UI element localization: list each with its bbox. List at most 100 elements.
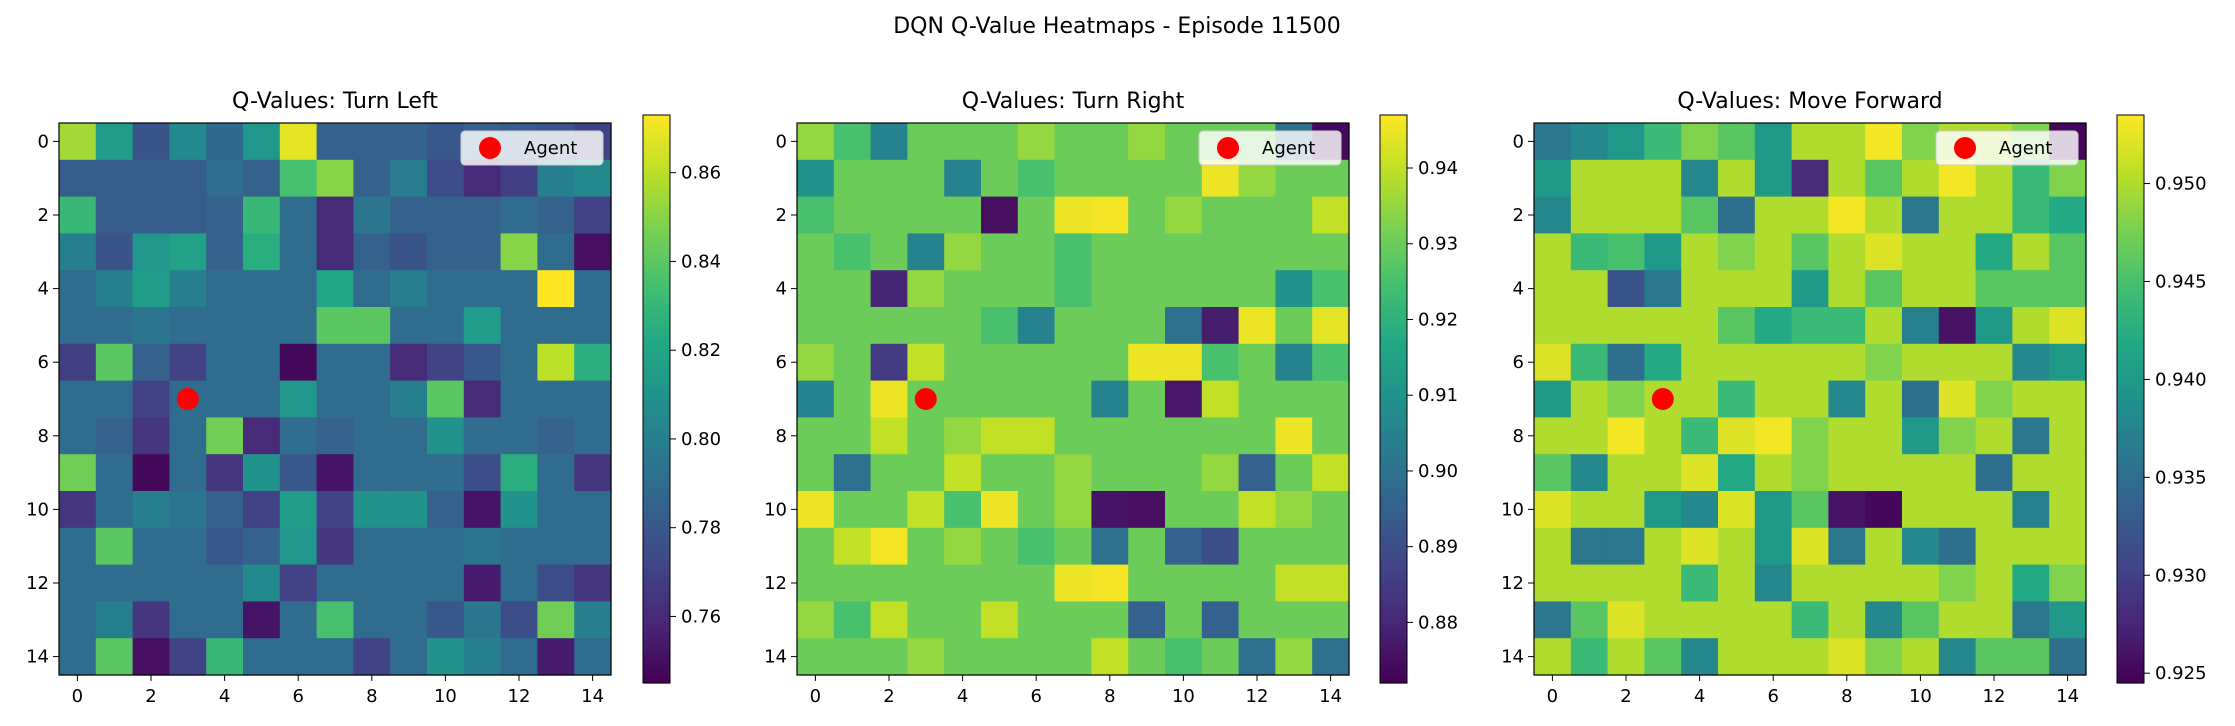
heatmap-cell-r2-c4 [1681, 196, 1719, 234]
colorbar-segment [643, 612, 670, 618]
heatmap-cell-r13-c14 [2049, 601, 2087, 639]
heatmap-cell-r14-c2 [870, 638, 908, 676]
colorbar-tick-label: 0.940 [2155, 369, 2207, 390]
heatmap-cell-r3-c10 [427, 233, 465, 271]
heatmap-cell-r8-c13 [537, 417, 575, 455]
heatmap-cell-r5-c0 [797, 307, 835, 345]
heatmap-cell-r6-c12 [1238, 343, 1276, 382]
heatmap-cell-r5-c8 [1828, 307, 1866, 345]
colorbar-segment [2117, 640, 2144, 646]
colorbar-segment [2117, 332, 2144, 339]
heatmap-cell-r6-c12 [1975, 343, 2013, 382]
heatmap-cell-r10-c0 [59, 491, 97, 529]
colorbar-segment [643, 417, 670, 424]
heatmap-cell-r13-c2 [1607, 601, 1645, 639]
heatmap-cell-r11-c13 [537, 527, 575, 566]
heatmap-cell-r11-c11 [1201, 527, 1240, 566]
heatmap-cell-r7-c12 [1975, 380, 2013, 418]
heatmap-cell-r14-c14 [1312, 638, 1350, 676]
heatmap-cell-r0-c7 [316, 123, 354, 161]
colorbar-segment [643, 654, 670, 660]
colorbar-segment [2117, 148, 2144, 154]
colorbar-segment [2117, 616, 2144, 623]
colorbar-segment [1380, 394, 1407, 400]
colorbar-segment [2117, 365, 2144, 372]
heatmap-cell-r12-c3 [907, 564, 945, 602]
heatmap-cell-r14-c10 [427, 638, 465, 676]
heatmap-cell-r6-c1 [833, 343, 872, 382]
colorbar-segment [1380, 138, 1407, 144]
colorbar-segment [1380, 133, 1407, 140]
heatmap-cell-r11-c7 [1791, 527, 1829, 566]
colorbar-segment [1380, 422, 1407, 428]
colorbar-segment [2117, 541, 2144, 547]
colorbar-tick-label: 0.89 [1418, 537, 1458, 558]
colorbar-segment [643, 176, 670, 182]
colorbar-segment [1380, 261, 1407, 268]
heatmap-cell-r9-c12 [500, 454, 538, 492]
colorbar-segment [643, 616, 670, 623]
colorbar-segment [643, 271, 670, 277]
colorbar-segment [643, 365, 670, 372]
colorbar-segment [643, 356, 670, 362]
y-tick-label: 2 [38, 205, 49, 226]
heatmap-cell-r6-c11 [1201, 343, 1240, 382]
heatmap-cell-r0-c8 [1828, 123, 1866, 161]
heatmap-cell-r4-c3 [1644, 270, 1682, 308]
colorbar-segment [2117, 346, 2144, 353]
heatmap-cell-r6-c11 [463, 343, 502, 382]
colorbar-segment [1380, 318, 1407, 324]
heatmap-cell-r12-c6 [1754, 564, 1793, 602]
colorbar-segment [1380, 228, 1407, 234]
heatmap-cell-r1-c3 [907, 159, 945, 198]
heatmap-cell-r9-c10 [1165, 454, 1203, 492]
heatmap-cell-r9-c11 [1201, 454, 1240, 492]
heatmap-cell-r14-c14 [574, 638, 612, 676]
heatmap-cell-r11-c3 [907, 527, 945, 566]
heatmap-cell-r0-c10 [427, 123, 465, 161]
x-tick-label: 4 [1694, 686, 1705, 707]
heatmap-cell-r14-c0 [1534, 638, 1572, 676]
heatmap-cell-r9-c11 [463, 454, 502, 492]
colorbar-segment [1380, 630, 1407, 637]
colorbar-segment [1380, 214, 1407, 220]
colorbar-segment [1380, 536, 1407, 542]
heatmap-cell-r4-c2 [1607, 270, 1645, 308]
colorbar-segment [643, 517, 670, 523]
heatmap-cell-r10-c8 [353, 491, 391, 529]
heatmap-cell-r3-c10 [1902, 233, 1940, 271]
x-tick-label: 12 [508, 686, 531, 707]
heatmap-cell-r13-c9 [390, 601, 428, 639]
heatmap-cell-r5-c2 [1607, 307, 1645, 345]
heatmap-cell-r4-c10 [1902, 270, 1940, 308]
heatmap-cell-r11-c5 [243, 527, 281, 566]
colorbar-segment [643, 200, 670, 206]
heatmap-cell-r14-c3 [169, 638, 207, 676]
heatmap-cell-r4-c0 [1534, 270, 1572, 308]
heatmap-cell-r5-c2 [870, 307, 908, 345]
heatmap-cell-r10-c5 [243, 491, 281, 529]
colorbar-segment [2117, 574, 2144, 580]
heatmap-cell-r13-c7 [316, 601, 354, 639]
heatmap-cell-r10-c0 [797, 491, 835, 529]
colorbar-segment [1380, 451, 1407, 457]
heatmap-cell-r9-c1 [95, 454, 134, 492]
heatmap-cell-r10-c12 [1238, 491, 1276, 529]
y-tick-label: 12 [764, 573, 787, 594]
heatmap-cell-r3-c8 [353, 233, 391, 271]
colorbar-segment [1380, 361, 1407, 367]
heatmap-cell-r14-c13 [537, 638, 575, 676]
heatmap-cell-r10-c5 [981, 491, 1019, 529]
colorbar-segment [1380, 323, 1407, 329]
colorbar-segment [1380, 588, 1407, 594]
heatmap-cell-r1-c6 [1017, 159, 1056, 198]
heatmap-cell-r13-c5 [981, 601, 1019, 639]
colorbar-segment [2117, 649, 2144, 656]
heatmap-cell-r2-c10 [1165, 196, 1203, 234]
heatmap-cell-r11-c13 [1275, 527, 1313, 566]
colorbar-segment [643, 129, 670, 135]
colorbar-segment [2117, 517, 2144, 523]
colorbar-segment [643, 659, 670, 665]
heatmap-cell-r5-c12 [1238, 307, 1276, 345]
heatmap-cell-r10-c6 [1017, 491, 1056, 529]
